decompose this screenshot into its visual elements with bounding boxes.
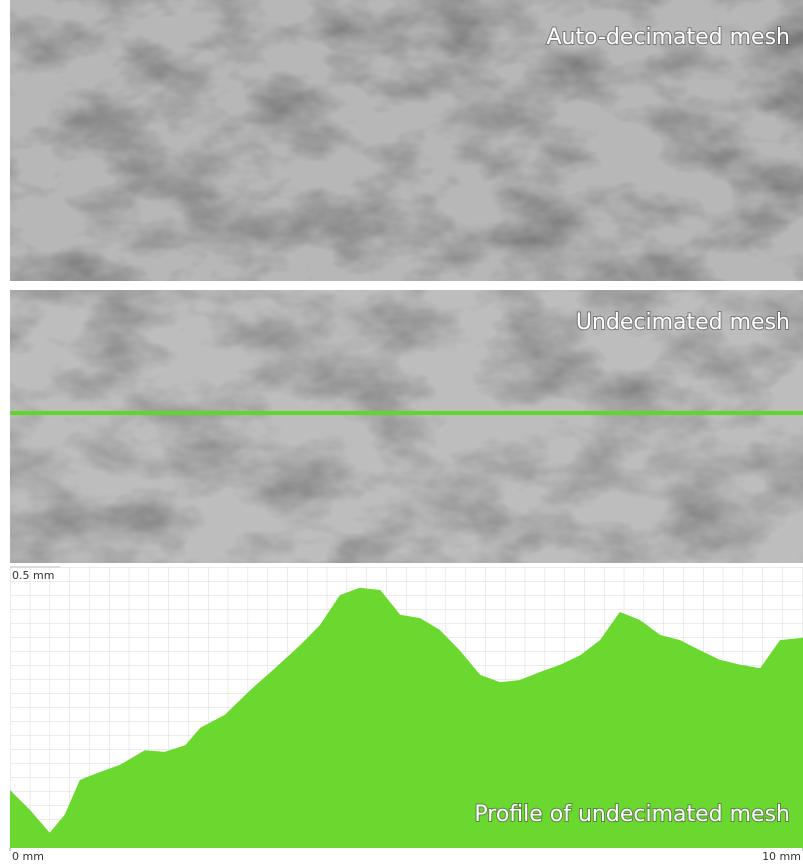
- panel-label: Auto-decimated mesh: [546, 25, 790, 50]
- mesh-panel: Auto-decimated mesh: [10, 0, 803, 281]
- x-tick-label: 0 mm: [12, 850, 44, 863]
- profile-area: [10, 587, 803, 848]
- chart-title: Profile of undecimated mesh: [474, 802, 790, 827]
- chart: 0.5 mm 0 mm 10 mm Profile of undecimated me…: [9, 566, 803, 863]
- x-tick-label: 10 mm: [762, 850, 801, 863]
- y-tick-label: 0.5 mm: [12, 569, 54, 582]
- mesh-panel: Undecimated mesh: [10, 290, 803, 563]
- panel-label: Undecimated mesh: [576, 310, 790, 335]
